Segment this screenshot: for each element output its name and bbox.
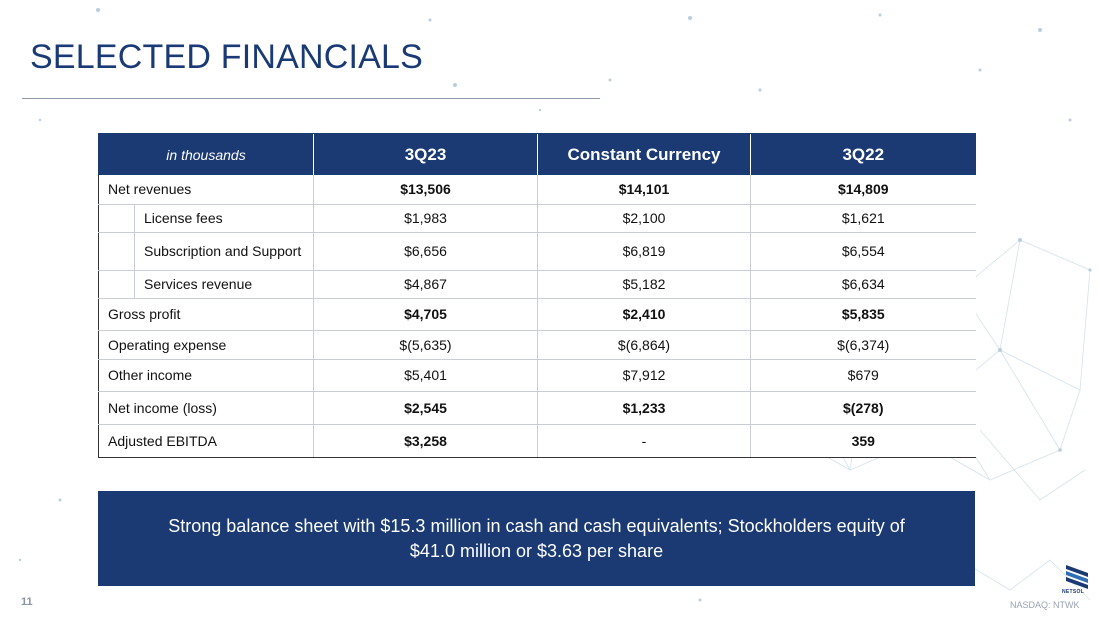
cell-3q22: $5,835 [750, 298, 976, 331]
cell-3q23: $4,705 [313, 298, 538, 331]
cell-constant-currency: - [537, 424, 751, 458]
cell-constant-currency: $2,100 [537, 204, 751, 233]
cell-constant-currency: $(6,864) [537, 330, 751, 360]
ticker-label: NASDAQ: NTWK [1010, 600, 1080, 610]
cell-3q22: $679 [750, 359, 976, 392]
row-label: License fees [134, 204, 314, 233]
indent-cell [98, 270, 135, 299]
cell-constant-currency: $6,819 [537, 232, 751, 271]
page-number: 11 [21, 596, 33, 608]
cell-3q23: $13,506 [313, 175, 538, 205]
row-label: Services revenue [134, 270, 314, 299]
table-row-services-revenue: Services revenue $4,867 $5,182 $6,634 [98, 270, 976, 299]
cell-constant-currency: $14,101 [537, 175, 751, 205]
netsol-logo-icon [1066, 565, 1088, 589]
indent-cell [98, 232, 135, 271]
cell-3q22: $6,634 [750, 270, 976, 299]
cell-constant-currency: $7,912 [537, 359, 751, 392]
row-label: Gross profit [98, 298, 314, 331]
logo-wordmark: NETSOL [1062, 589, 1085, 595]
row-label: Operating expense [98, 330, 314, 360]
cell-3q23: $6,656 [313, 232, 538, 271]
column-header-3q23: 3Q23 [313, 133, 538, 175]
cell-3q23: $3,258 [313, 424, 538, 458]
row-label: Subscription and Support [134, 232, 314, 271]
table-row-net-income: Net income (loss) $2,545 $1,233 $(278) [98, 391, 976, 425]
table-row-adjusted-ebitda: Adjusted EBITDA $3,258 - 359 [98, 424, 976, 458]
table-header-row: in thousands 3Q23 Constant Currency 3Q22 [98, 133, 976, 175]
row-label: Net income (loss) [98, 391, 314, 425]
cell-3q22: $(6,374) [750, 330, 976, 360]
table-row-other-income: Other income $5,401 $7,912 $679 [98, 359, 976, 392]
cell-constant-currency: $2,410 [537, 298, 751, 331]
table-row-subscription: Subscription and Support $6,656 $6,819 $… [98, 232, 976, 271]
table-row-license-fees: License fees $1,983 $2,100 $1,621 [98, 204, 976, 233]
table-row-net-revenues: Net revenues $13,506 $14,101 $14,809 [98, 175, 976, 205]
cell-3q22: 359 [750, 424, 976, 458]
cell-3q23: $(5,635) [313, 330, 538, 360]
cell-3q22: $6,554 [750, 232, 976, 271]
cell-3q23: $4,867 [313, 270, 538, 299]
cell-constant-currency: $1,233 [537, 391, 751, 425]
table-row-gross-profit: Gross profit $4,705 $2,410 $5,835 [98, 298, 976, 331]
unit-header: in thousands [98, 133, 314, 175]
column-header-3q22: 3Q22 [750, 133, 976, 175]
row-label: Other income [98, 359, 314, 392]
cell-constant-currency: $5,182 [537, 270, 751, 299]
cell-3q23: $1,983 [313, 204, 538, 233]
page-title: SELECTED FINANCIALS [30, 38, 424, 76]
table-row-operating-expense: Operating expense $(5,635) $(6,864) $(6,… [98, 330, 976, 360]
cell-3q22: $14,809 [750, 175, 976, 205]
cell-3q23: $5,401 [313, 359, 538, 392]
indent-cell [98, 204, 135, 233]
cell-3q22: $(278) [750, 391, 976, 425]
cell-3q22: $1,621 [750, 204, 976, 233]
row-label: Adjusted EBITDA [98, 424, 314, 458]
column-header-constant-currency: Constant Currency [537, 133, 751, 175]
balance-sheet-callout: Strong balance sheet with $15.3 million … [98, 491, 975, 586]
title-divider [22, 98, 600, 99]
cell-3q23: $2,545 [313, 391, 538, 425]
row-label: Net revenues [98, 175, 314, 205]
financials-table: in thousands 3Q23 Constant Currency 3Q22… [98, 133, 976, 458]
